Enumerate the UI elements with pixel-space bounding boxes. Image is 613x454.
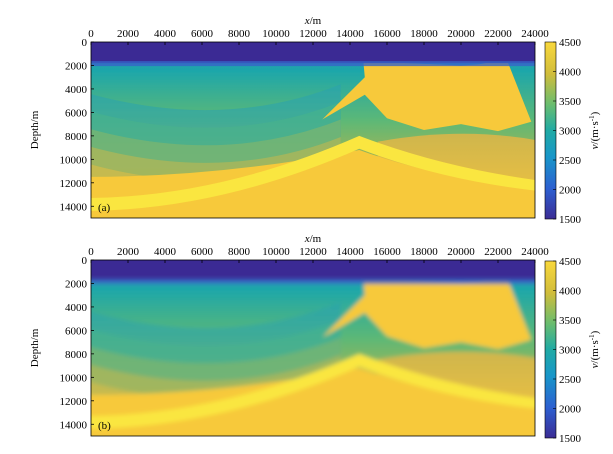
y-tick-label: 2000 xyxy=(65,278,88,290)
x-tick-label: 16000 xyxy=(373,28,401,40)
x-tick-label: 0 xyxy=(88,246,94,258)
y-tick-label: 6000 xyxy=(65,107,88,119)
panel-a: 0 2000 4000 6000 8000 10000 12000 14000 16000 180… xyxy=(29,15,601,226)
water-layer xyxy=(91,42,535,64)
y-tick-label: 14000 xyxy=(60,201,88,213)
colorbar-label: v/(m·s-1) xyxy=(588,111,601,149)
water-bottom xyxy=(91,61,535,67)
x-axis-label: x/m xyxy=(304,233,322,245)
colorbar-tick-label: 3500 xyxy=(559,96,582,108)
x-tick-label: 20000 xyxy=(447,28,475,40)
y-tick-label: 2000 xyxy=(65,60,88,72)
x-tick-label: 6000 xyxy=(191,246,214,258)
colorbar-tick-label: 2000 xyxy=(559,185,582,197)
water-layer xyxy=(91,260,535,282)
colorbar-tick-label: 4000 xyxy=(559,67,582,79)
y-tick-label: 0 xyxy=(82,255,88,267)
y-tick-label: 12000 xyxy=(60,396,88,408)
y-tick-label: 8000 xyxy=(65,131,88,143)
x-tick-label: 18000 xyxy=(410,246,438,258)
water-bottom xyxy=(91,279,535,285)
x-tick-label: 0 xyxy=(88,28,94,40)
basement xyxy=(91,149,535,218)
x-tick-label: 22000 xyxy=(484,246,512,258)
colorbar-tick-label: 3500 xyxy=(559,315,582,327)
colorbar-tick-label: 2000 xyxy=(559,404,582,416)
colorbar-label: v/(m·s-1) xyxy=(588,330,601,368)
colorbar-tick-label: 1500 xyxy=(559,214,582,226)
x-tick-label: 6000 xyxy=(191,28,214,40)
x-tick-label: 4000 xyxy=(154,246,177,258)
x-tick-label: 20000 xyxy=(447,246,475,258)
anticline-band xyxy=(91,135,535,211)
y-tick-label: 10000 xyxy=(60,154,88,166)
x-tick-label: 4000 xyxy=(154,28,177,40)
x-tick-label: 14000 xyxy=(336,246,364,258)
x-tick-label: 8000 xyxy=(228,28,251,40)
panel-label: (b) xyxy=(98,420,111,432)
y-tick-label: 0 xyxy=(82,37,88,49)
colorbar-tick-label: 2500 xyxy=(559,155,582,167)
y-tick-label: 10000 xyxy=(60,372,88,384)
x-tick-label: 18000 xyxy=(410,28,438,40)
x-tick-label: 10000 xyxy=(262,28,290,40)
colorbar-tick-label: 3000 xyxy=(559,345,582,357)
x-tick-label: 22000 xyxy=(484,28,512,40)
salt-body xyxy=(322,56,532,132)
y-tick-label: 14000 xyxy=(60,419,88,431)
x-tick-label: 2000 xyxy=(117,28,140,40)
salt-body xyxy=(322,274,532,350)
anticline-band xyxy=(91,353,535,429)
x-tick-label: 14000 xyxy=(336,28,364,40)
panel-b: 0 2000 4000 6000 8000 10000 12000 14000 16000 180… xyxy=(29,233,601,445)
colorbar-tick-label: 2500 xyxy=(559,374,582,386)
colorbar-tick-label: 3000 xyxy=(559,126,582,138)
x-tick-label: 12000 xyxy=(299,28,327,40)
x-tick-label: 10000 xyxy=(262,246,290,258)
colorbar-tick-label: 4000 xyxy=(559,286,582,298)
y-tick-label: 8000 xyxy=(65,349,88,361)
x-axis-label: x/m xyxy=(304,15,322,27)
colorbar-tick-label: 4500 xyxy=(559,256,582,268)
y-tick-label: 12000 xyxy=(60,178,88,190)
colorbar-tick-label: 4500 xyxy=(559,37,582,49)
velocity-image xyxy=(91,260,535,436)
x-tick-label: 2000 xyxy=(117,246,140,258)
y-axis-label: Depth/m xyxy=(29,110,41,149)
basement xyxy=(91,367,535,436)
y-tick-label: 4000 xyxy=(65,84,88,96)
panel-label: (a) xyxy=(98,202,111,214)
velocity-image xyxy=(91,42,535,218)
x-tick-label: 12000 xyxy=(299,246,327,258)
x-tick-label: 24000 xyxy=(521,246,549,258)
x-tick-label: 24000 xyxy=(521,28,549,40)
y-tick-label: 4000 xyxy=(65,302,88,314)
x-tick-label: 8000 xyxy=(228,246,251,258)
colorbar-tick-label: 1500 xyxy=(559,433,582,445)
y-axis-label: Depth/m xyxy=(29,328,41,367)
x-tick-label: 16000 xyxy=(373,246,401,258)
y-tick-label: 6000 xyxy=(65,325,88,337)
